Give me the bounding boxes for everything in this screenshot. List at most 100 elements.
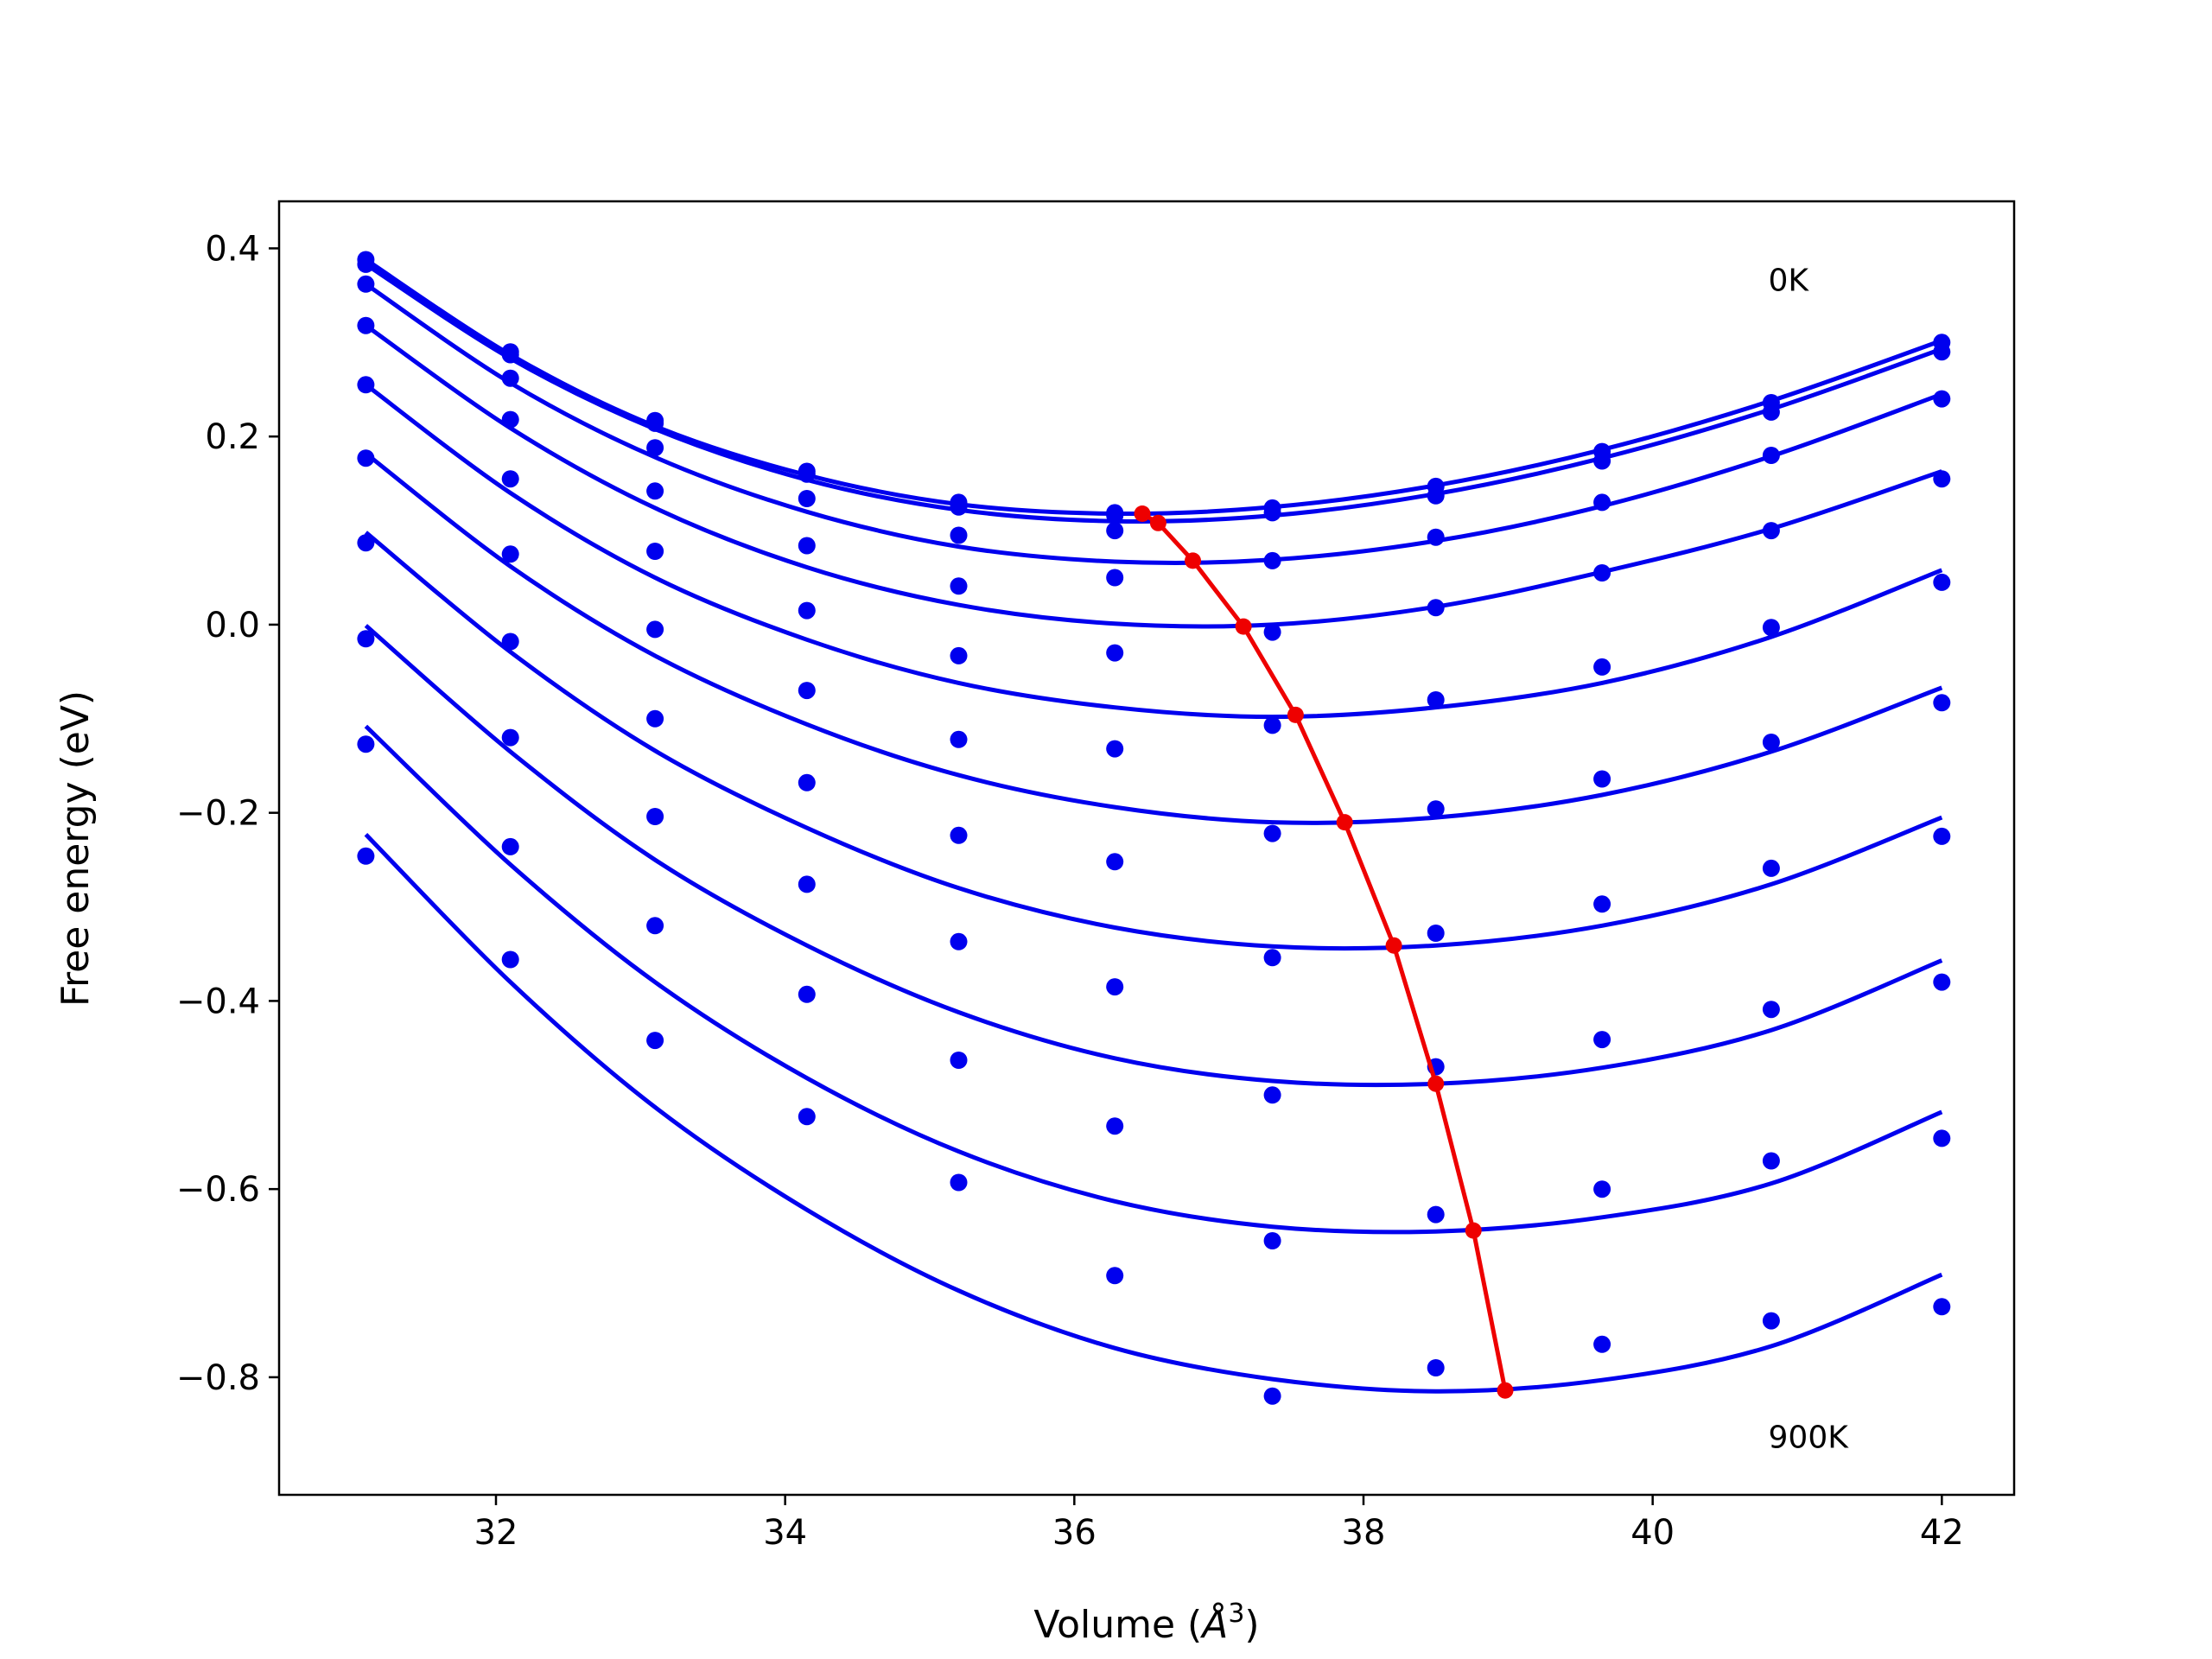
- data-point: [1263, 1086, 1281, 1104]
- minimum-point: [1287, 706, 1304, 723]
- y-tick-label: −0.4: [176, 982, 260, 1021]
- minimum-point: [1235, 618, 1252, 635]
- y-tick-label: 0.4: [205, 229, 260, 269]
- data-point: [1933, 973, 1951, 991]
- data-point: [1427, 528, 1445, 546]
- minima-line: [1141, 512, 1508, 1391]
- fit-curve-9: [364, 832, 1943, 1394]
- minimum-point: [1134, 505, 1151, 522]
- data-point: [798, 465, 816, 483]
- data-point: [1106, 506, 1124, 524]
- data-point: [1106, 644, 1124, 662]
- data-point: [1106, 522, 1124, 540]
- data-point: [1933, 470, 1951, 488]
- data-point: [1427, 599, 1445, 617]
- data-point: [1106, 978, 1124, 996]
- data-point: [1762, 1312, 1780, 1330]
- data-point: [357, 376, 375, 394]
- data-point: [501, 728, 519, 747]
- y-tick-label: 0.2: [205, 417, 260, 457]
- data-point: [1593, 1031, 1611, 1049]
- data-point: [798, 490, 816, 507]
- data-point: [950, 526, 968, 544]
- data-point: [1933, 343, 1951, 361]
- data-point: [1427, 800, 1445, 818]
- data-point: [1106, 1267, 1124, 1285]
- data-point: [1593, 895, 1611, 913]
- data-point: [1593, 1180, 1611, 1198]
- minima-series: [1134, 505, 1514, 1399]
- x-tick-label: 32: [474, 1513, 518, 1553]
- x-tick-label: 40: [1630, 1513, 1675, 1553]
- data-point: [501, 369, 519, 387]
- data-point: [646, 709, 664, 728]
- data-point: [1263, 1387, 1281, 1405]
- data-point: [1263, 623, 1281, 641]
- data-point: [357, 449, 375, 467]
- data-point: [646, 1032, 664, 1050]
- x-tick-label: 36: [1052, 1513, 1096, 1553]
- data-point: [1263, 1232, 1281, 1249]
- data-point: [1427, 691, 1445, 709]
- data-point: [1106, 853, 1124, 871]
- fit-curve-7: [364, 624, 1943, 1088]
- x-tick-label: 38: [1342, 1513, 1386, 1553]
- data-point: [1762, 859, 1780, 877]
- fit-curve-8: [364, 724, 1943, 1235]
- data-point: [1762, 522, 1780, 540]
- data-point: [1593, 770, 1611, 788]
- data-point: [798, 1108, 816, 1126]
- data-point: [1933, 827, 1951, 845]
- data-point: [1427, 1359, 1445, 1376]
- data-point: [1762, 403, 1780, 421]
- data-points: [357, 251, 1951, 1405]
- data-point: [501, 837, 519, 855]
- data-point: [1106, 1117, 1124, 1135]
- data-point: [357, 275, 375, 293]
- data-point: [1933, 390, 1951, 408]
- data-point: [646, 917, 664, 935]
- data-point: [1427, 486, 1445, 505]
- data-point: [1106, 740, 1124, 758]
- data-point: [950, 826, 968, 844]
- x-axis-ticks: 32 34 36 38 40 42: [474, 1495, 1964, 1553]
- data-point: [1593, 1335, 1611, 1353]
- data-point: [357, 316, 375, 334]
- y-tick-label: −0.8: [176, 1358, 260, 1398]
- data-point: [1933, 694, 1951, 712]
- data-point: [1263, 949, 1281, 967]
- data-point: [357, 255, 375, 273]
- minimum-point: [1427, 1075, 1445, 1092]
- data-point: [1762, 1152, 1780, 1170]
- data-point: [1593, 493, 1611, 512]
- data-point: [646, 620, 664, 639]
- x-tick-label: 42: [1920, 1513, 1964, 1553]
- data-point: [798, 985, 816, 1003]
- data-point: [357, 630, 375, 648]
- minimum-point: [1336, 814, 1353, 831]
- y-axis-ticks: 0.4 0.2 0.0 −0.2 −0.4 −0.6 −0.8: [176, 229, 279, 1398]
- data-point: [357, 847, 375, 865]
- temperature-annotation: 0K: [1769, 263, 1810, 298]
- y-tick-label: −0.6: [176, 1170, 260, 1210]
- data-point: [1263, 716, 1281, 734]
- data-point: [1933, 573, 1951, 591]
- fit-curves: [364, 257, 1943, 1394]
- minimum-point: [1497, 1382, 1514, 1399]
- data-point: [798, 875, 816, 893]
- data-point: [501, 545, 519, 563]
- data-point: [1427, 1205, 1445, 1224]
- data-point: [950, 498, 968, 516]
- annotations: 0K 900K: [1769, 263, 1850, 1455]
- data-point: [1762, 447, 1780, 464]
- x-axis-label: Volume (Å3): [1033, 1599, 1259, 1647]
- y-tick-label: −0.2: [176, 794, 260, 834]
- data-point: [646, 439, 664, 457]
- data-point: [798, 773, 816, 791]
- data-point: [798, 682, 816, 700]
- data-point: [1762, 734, 1780, 751]
- data-point: [950, 1052, 968, 1069]
- data-point: [950, 932, 968, 950]
- data-point: [1427, 925, 1445, 942]
